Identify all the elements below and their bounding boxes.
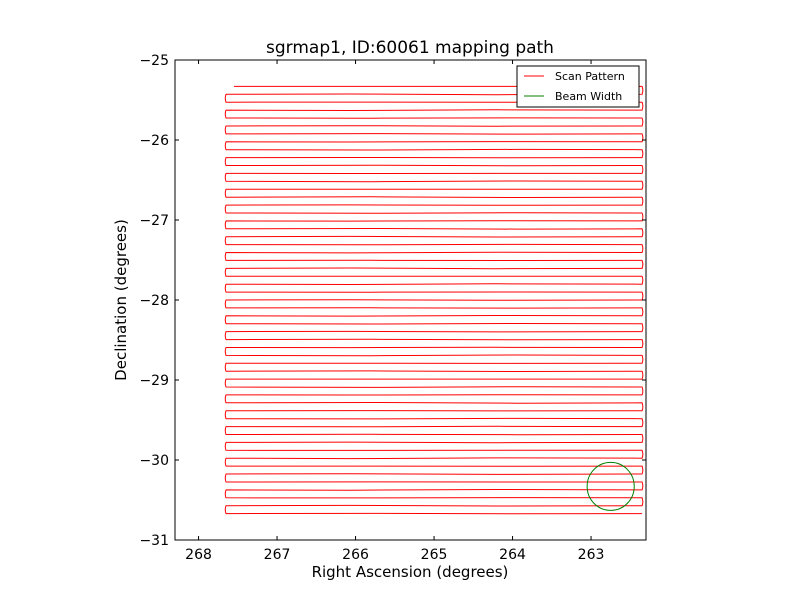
y-tick-label: −30 [139, 453, 169, 469]
x-axis-label: Right Ascension (degrees) [312, 563, 509, 581]
x-tick-label: 264 [499, 547, 526, 563]
y-tick-label: −25 [139, 53, 169, 69]
x-tick-label: 267 [264, 547, 291, 563]
legend-box [516, 65, 640, 108]
legend-scan-label: Scan Pattern [555, 70, 625, 83]
x-tick-label: 268 [185, 547, 212, 563]
x-tick-label: 265 [421, 547, 448, 563]
x-axis-ticks: 268 267 266 265 264 263 [185, 60, 604, 563]
y-tick-label: −31 [139, 533, 169, 549]
scan-pattern-line [224, 85, 644, 515]
chart-title: sgrmap1, ID:60061 mapping path [266, 38, 554, 58]
y-tick-label: −29 [139, 373, 169, 389]
y-tick-label: −28 [139, 293, 169, 309]
y-tick-label: −26 [139, 133, 169, 149]
y-axis-ticks: −25 −26 −27 −28 −29 −30 −31 [139, 53, 646, 549]
beam-width-circle [586, 461, 635, 511]
beam-width-series [586, 461, 635, 511]
legend: Scan Pattern Beam Width [516, 65, 640, 108]
x-tick-label: 266 [342, 547, 369, 563]
y-axis-label: Declination (degrees) [112, 219, 130, 381]
y-tick-label: −27 [139, 213, 169, 229]
x-tick-label: 263 [578, 547, 605, 563]
legend-beam-label: Beam Width [555, 90, 622, 103]
scan-pattern-series [224, 85, 644, 515]
